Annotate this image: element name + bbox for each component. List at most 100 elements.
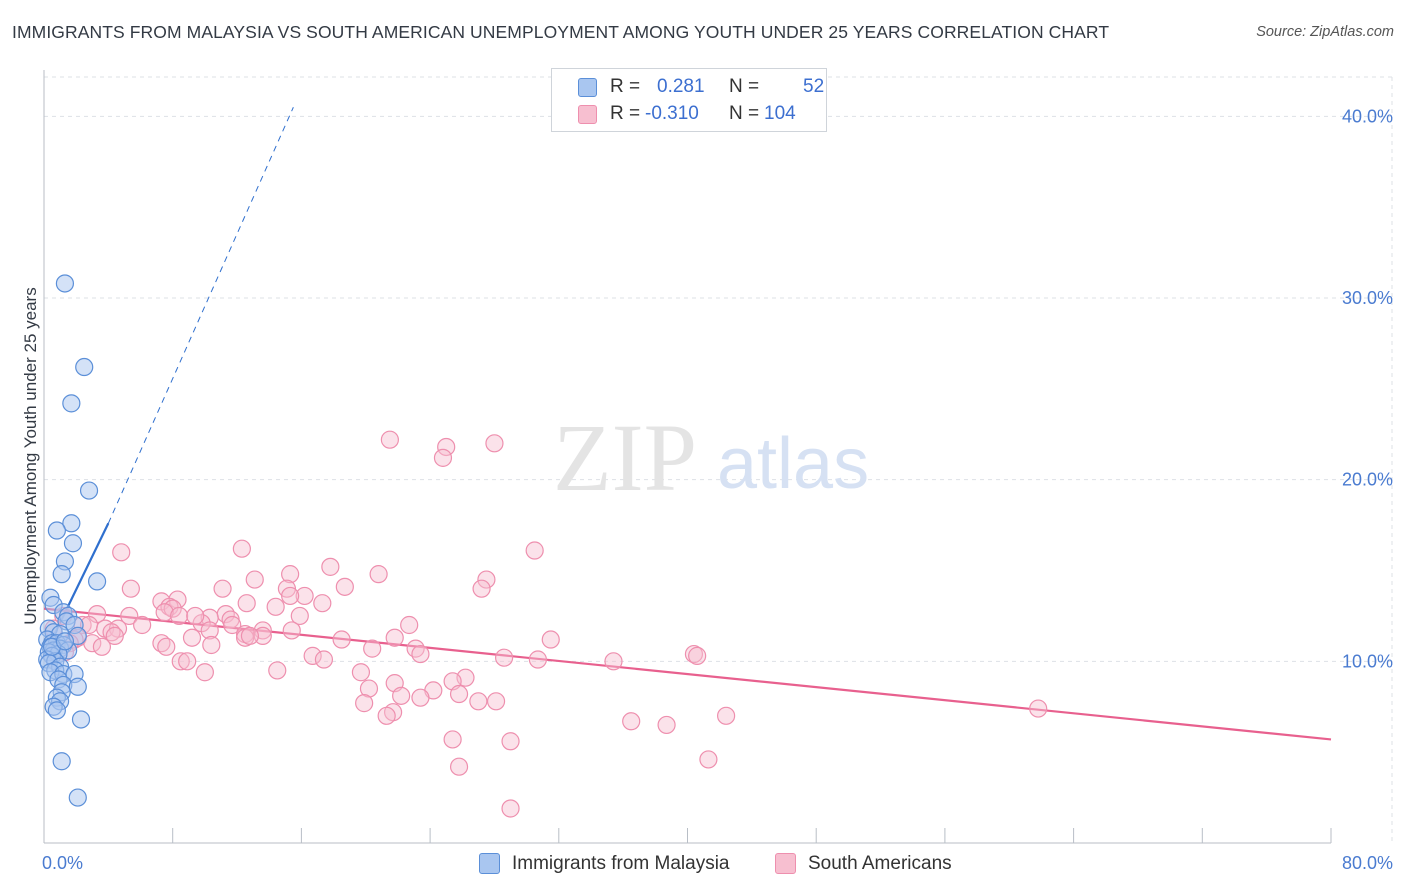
south-american-point: [182, 628, 202, 647]
axes: [43, 70, 1332, 844]
south-american-point: [295, 586, 314, 606]
south-american-point: [112, 543, 131, 562]
south-american-point: [525, 541, 544, 560]
south-american-point: [485, 434, 504, 453]
south-american-point: [253, 626, 272, 646]
south-american-point: [377, 706, 396, 725]
legend-r-label: R =: [610, 103, 641, 124]
south-american-point: [1029, 699, 1048, 718]
south-american-trend-line: [43, 607, 1332, 741]
south-american-point: [449, 757, 469, 776]
malaysia-point: [55, 632, 75, 651]
south-american-point: [355, 694, 374, 713]
south-american-point: [359, 679, 379, 698]
south-american-point: [321, 557, 340, 576]
malaysia-point: [47, 521, 66, 540]
south-american-point: [369, 565, 388, 584]
south-american-point: [105, 626, 124, 646]
malaysia-point: [87, 572, 107, 591]
south-american-point: [245, 570, 264, 589]
malaysia-point: [75, 357, 94, 377]
south-american-point: [237, 594, 256, 613]
malaysia-point: [52, 565, 71, 584]
malaysia-point: [63, 534, 83, 553]
malaysia-point: [55, 274, 75, 293]
south-american-point: [335, 577, 354, 596]
south-american-point: [717, 706, 736, 725]
malaysia-point: [71, 710, 91, 729]
south-american-point: [171, 652, 190, 671]
legend-n-value: 52: [803, 76, 825, 97]
south-american-point: [385, 628, 404, 647]
malaysia-trend-line-extension: [107, 107, 294, 524]
malaysia-point: [79, 481, 99, 500]
y-tick-label: 40.0%: [1342, 106, 1393, 126]
malaysia-point: [62, 514, 81, 533]
legend-n-value: 104: [764, 103, 796, 124]
legend-r-value: 0.281: [657, 76, 705, 97]
correlation-legend: R = 0.281 N = 52 R = -0.310 N = 104: [551, 68, 827, 132]
south-american-point: [443, 730, 462, 749]
south-american-points: [44, 430, 1048, 818]
south-american-point: [240, 626, 260, 646]
malaysia-points: [38, 274, 107, 807]
x-tick-label: 0.0%: [42, 853, 83, 873]
south-american-point: [604, 652, 623, 671]
watermark-atlas: atlas: [717, 424, 869, 504]
south-american-point: [202, 635, 221, 655]
legend-swatch-malaysia: [578, 78, 597, 97]
chart-title: IMMIGRANTS FROM MALAYSIA VS SOUTH AMERIC…: [12, 22, 1110, 42]
south-american-point: [486, 692, 506, 711]
south-american-point: [303, 646, 322, 665]
south-american-point: [501, 732, 520, 751]
south-american-point: [155, 603, 174, 622]
south-american-point: [266, 597, 285, 616]
south-american-point: [699, 750, 718, 769]
south-american-point: [314, 650, 334, 669]
bottom-legend-swatch-south-american: [775, 853, 796, 874]
south-american-point: [437, 437, 456, 457]
south-american-point: [541, 630, 560, 649]
south-american-point: [363, 639, 382, 658]
y-tick-label: 30.0%: [1342, 288, 1393, 308]
malaysia-point: [68, 788, 87, 807]
bottom-legend-label-malaysia: Immigrants from Malaysia: [512, 853, 730, 874]
south-american-point: [657, 715, 676, 735]
south-american-point: [469, 692, 488, 711]
source-label: Source: ZipAtlas.com: [1256, 24, 1394, 40]
south-american-point: [622, 712, 641, 731]
south-american-point: [406, 639, 425, 658]
south-american-point: [411, 688, 430, 707]
bottom-legend-swatch-malaysia: [479, 853, 500, 874]
south-american-point: [200, 621, 219, 640]
south-american-point: [232, 539, 251, 558]
south-american-point: [282, 621, 301, 640]
malaysia-point: [68, 677, 87, 696]
south-american-point: [332, 630, 351, 649]
south-american-point: [120, 606, 139, 626]
watermark: ZIP atlas: [553, 404, 869, 511]
x-tick-label: 80.0%: [1342, 853, 1393, 873]
legend-r-value: -0.310: [645, 103, 699, 124]
tick-labels: 10.0% 20.0% 30.0% 40.0% 0.0% 80.0%: [42, 106, 1393, 873]
south-american-point: [160, 597, 179, 616]
south-american-point: [281, 565, 300, 584]
legend-n-label: N =: [729, 76, 760, 97]
south-american-point: [477, 570, 496, 589]
south-american-point: [400, 615, 419, 635]
south-american-point: [684, 644, 704, 664]
south-american-point: [411, 644, 430, 664]
south-american-point: [186, 606, 205, 626]
south-american-point: [170, 606, 189, 626]
malaysia-point: [47, 701, 66, 720]
malaysia-point: [52, 752, 71, 771]
south-american-point: [121, 579, 140, 598]
south-american-point: [290, 606, 309, 626]
south-american-point: [380, 430, 399, 449]
south-american-point: [195, 663, 214, 682]
south-american-point: [92, 637, 112, 656]
malaysia-point: [62, 394, 81, 413]
south-american-point: [392, 686, 411, 705]
south-american-point: [178, 652, 197, 671]
